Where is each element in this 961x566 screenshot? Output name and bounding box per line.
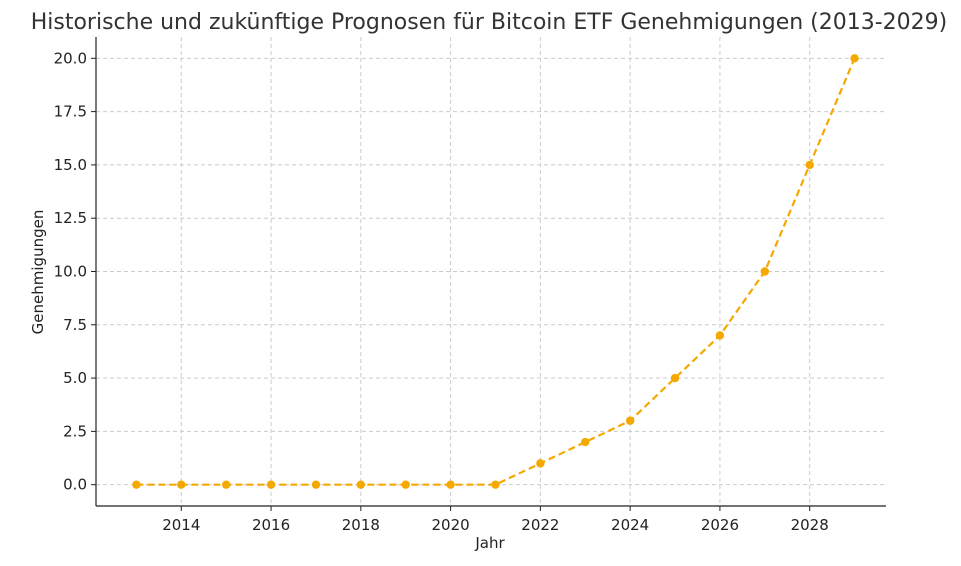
y-tick-label: 15.0 bbox=[54, 156, 87, 174]
data-point bbox=[356, 480, 366, 489]
x-tick-label: 2016 bbox=[252, 516, 290, 534]
y-tick-label: 17.5 bbox=[54, 103, 87, 121]
y-axis-label: Genehmigungen bbox=[29, 210, 47, 335]
data-point bbox=[401, 480, 410, 489]
data-point bbox=[132, 480, 141, 489]
data-point bbox=[221, 480, 231, 489]
data-point bbox=[536, 459, 545, 468]
axes bbox=[91, 37, 886, 511]
data-point bbox=[581, 437, 590, 447]
data-point bbox=[491, 480, 500, 489]
data-point bbox=[850, 54, 859, 63]
y-tick-label: 10.0 bbox=[54, 263, 87, 281]
data-point bbox=[625, 416, 635, 425]
x-tick-label: 2028 bbox=[791, 516, 829, 534]
x-tick-label: 2018 bbox=[342, 516, 380, 534]
y-tick-label: 0.0 bbox=[63, 476, 87, 494]
data-point bbox=[670, 373, 680, 383]
y-tick-label: 20.0 bbox=[54, 49, 87, 67]
y-tick-label: 5.0 bbox=[63, 369, 87, 387]
x-tick-label: 2026 bbox=[701, 516, 739, 534]
data-point bbox=[805, 160, 814, 170]
x-tick-label: 2024 bbox=[611, 516, 649, 534]
x-tick-label: 2022 bbox=[521, 516, 559, 534]
data-point bbox=[311, 480, 321, 489]
data-point bbox=[177, 480, 186, 489]
x-tick-label: 2020 bbox=[432, 516, 470, 534]
x-axis-label: Jahr bbox=[474, 534, 505, 552]
data-point bbox=[446, 480, 455, 489]
series-layer bbox=[132, 54, 859, 489]
y-tick-label: 2.5 bbox=[63, 422, 87, 440]
y-tick-label: 12.5 bbox=[54, 209, 87, 227]
x-tick-label: 2014 bbox=[162, 516, 200, 534]
data-point bbox=[760, 267, 770, 276]
chart-title: Historische und zukünftige Prognosen für… bbox=[31, 10, 948, 35]
tick-labels: 2014 2016 2018 2020 2022 2024 2026 2028 0.0 2.5 5.… bbox=[54, 49, 829, 534]
data-point bbox=[266, 480, 276, 489]
y-tick-label: 7.5 bbox=[63, 316, 87, 334]
data-point bbox=[715, 331, 725, 340]
